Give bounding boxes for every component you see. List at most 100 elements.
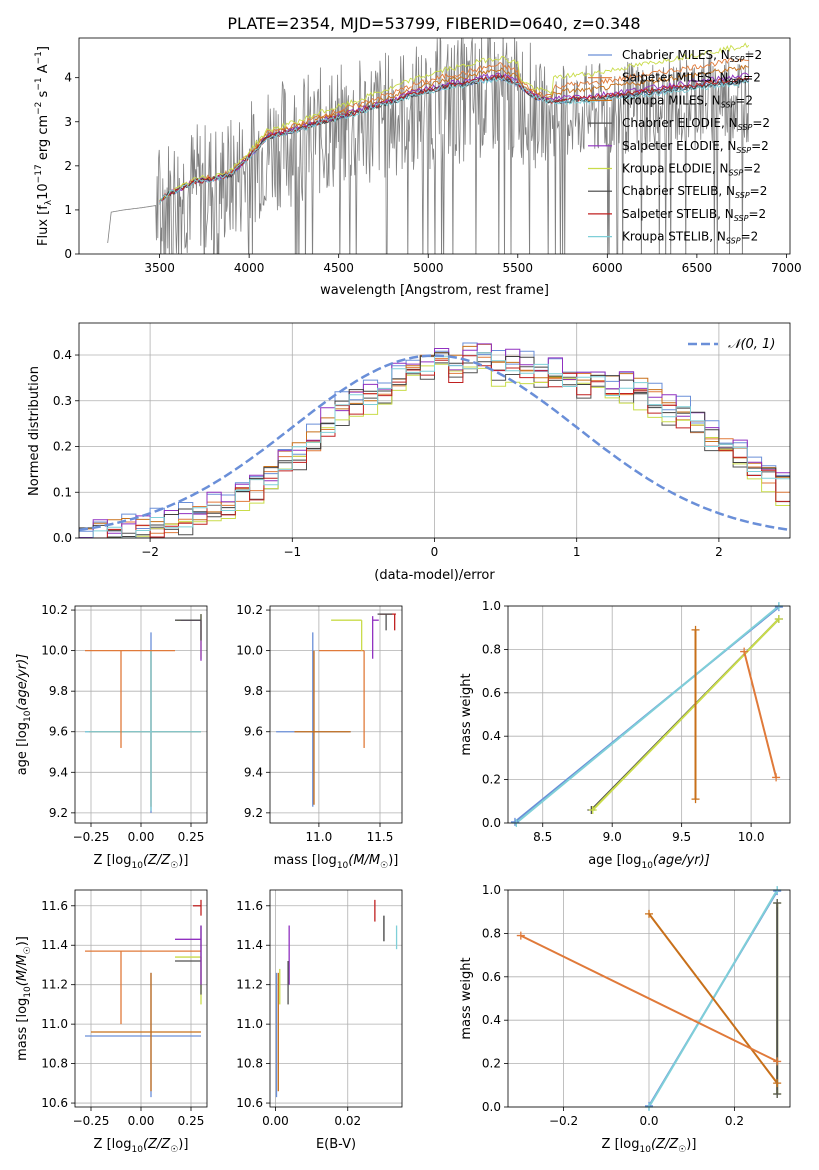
x-tick-label: 10.0 [738,830,765,844]
x-axis-label: Z [log10(Z/Z☉)] [602,1137,697,1155]
y-tick-label: 11.6 [236,899,263,913]
legend-entry: 𝒩(0, 1) [728,337,775,352]
y-tick-label: 0.0 [482,816,501,830]
y-tick-label: 9.4 [244,765,263,779]
x-axis-label: mass [log10(M/M☉)] [274,853,399,871]
y-tick-label: 9.2 [49,806,68,820]
mass-weight-marker [588,805,597,814]
y-tick-label: 11.6 [41,899,68,913]
weight-vs-age-panel: 8.5 9.0 9.5 10.0 0.0 0.2 0.4 0.6 0.8 1.0 age [log1… [459,599,791,871]
plot-area [85,614,202,813]
age-vs-mass-panel: 11.0 11.5 9.2 9.4 9.6 9.8 10.0 10.2 mass [log10(… [236,603,403,871]
y-tick-label: 0.4 [482,1013,501,1027]
x-axis-label: wavelength [Angstrom, rest frame] [320,283,549,298]
axes-frame [507,605,791,824]
x-tick-label: 0.0 [639,1114,658,1128]
x-axis-label: age [log10(age/yr)] [588,853,710,871]
spectrum-panel: 3500 4000 4500 5000 5500 6000 6500 7000 0 1 2 3 4 wav… [34,37,802,298]
y-tick-label: 0.4 [482,729,501,743]
x-tick-label: −0.25 [73,1114,110,1128]
x-tick-label: 0.02 [334,1114,361,1128]
mass-weight-marker [772,773,781,782]
legend-entry: Salpeter STELIB, NSSP=2 [622,207,766,223]
normal-distribution-line [79,354,790,532]
plot-area [85,899,202,1098]
y-tick-label: 0.2 [53,440,72,454]
x-tick-label: 3500 [144,261,175,275]
residuals-panel: −2 −1 0 1 2 0.0 0.1 0.2 0.3 0.4 (data-model)/error… [27,322,791,583]
y-tick-label: 0.4 [53,348,72,362]
y-tick-label: 10.0 [236,644,263,658]
y-tick-label: 10.6 [236,1096,263,1110]
y-tick-label: 10.8 [41,1057,68,1071]
legend-entry: Chabrier MILES, NSSP=2 [622,48,762,64]
mass-weight-marker [773,1089,782,1098]
mass-weight-marker [773,1057,782,1066]
x-tick-label: 0.25 [178,1114,205,1128]
y-tick-label: 9.6 [244,725,263,739]
y-axis-label: mass weight [459,673,474,755]
y-tick-label: 0.0 [53,531,72,545]
y-tick-label: 0.6 [482,970,501,984]
legend-entry: Kroupa MILES, NSSP=2 [622,93,753,109]
observed-spectrum-line [107,38,750,254]
mass-weight-line [591,618,780,811]
axes-frame [269,605,403,824]
weight-vs-metallicity-panel: −0.2 0.0 0.2 0.0 0.2 0.4 0.6 0.8 1.0 Z [log10(Z/Z… [459,883,791,1155]
mass-weight-marker [516,931,525,940]
mass-weight-marker [645,909,653,918]
mass-weight-marker [691,625,700,634]
y-tick-label: 0.2 [482,773,501,787]
figure-title: PLATE=2354, MJD=53799, FIBERID=0640, z=0… [227,14,640,33]
y-tick-label: 1 [64,203,72,217]
axes-frame [78,37,791,255]
y-tick-label: 0 [64,247,72,261]
model-spectrum-line [159,76,750,204]
y-tick-label: 10.6 [41,1096,68,1110]
x-tick-label: 1 [573,545,581,559]
mass-weight-line [648,913,778,1084]
x-tick-label: 6500 [682,261,713,275]
plot-area [276,613,396,807]
y-tick-label: 1.0 [482,883,501,897]
mass-weight-line [515,606,780,823]
y-tick-label: 10.8 [236,1057,263,1071]
y-tick-label: 0.8 [482,926,501,940]
x-axis-label: Z [log10(Z/Z☉)] [94,1137,189,1155]
mass-weight-line [520,934,778,1063]
x-axis-label: Z [log10(Z/Z☉)] [94,853,189,871]
plot-area [79,342,790,538]
y-tick-label: 9.2 [244,806,263,820]
x-tick-label: 7000 [771,261,802,275]
model-spectrum-line [159,42,750,201]
axes-frame [269,889,403,1108]
x-tick-label: −2 [141,545,159,559]
plot-area [514,606,780,823]
mass-vs-ebv-panel: 0.00 0.02 10.6 10.8 11.0 11.2 11.4 11.6 E(B-V) [236,889,403,1152]
y-axis-label: Normed distribution [27,366,42,496]
y-tick-label: 0.0 [482,1100,501,1114]
y-tick-label: 9.8 [244,684,263,698]
y-tick-label: 10.2 [236,603,263,617]
x-tick-label: 0.00 [128,1114,155,1128]
legend-entry: Kroupa ELODIE, NSSP=2 [622,162,761,178]
x-tick-label: 4500 [323,261,354,275]
x-tick-label: 9.0 [603,830,622,844]
model-spectrum-line [159,64,749,203]
y-tick-label: 0.6 [482,686,501,700]
x-tick-label: 5500 [503,261,534,275]
x-tick-label: −0.2 [549,1114,578,1128]
age-vs-metallicity-panel: −0.25 0.00 0.25 9.2 9.4 9.6 9.8 10.0 10.2 Z [log1… [15,603,208,871]
y-tick-label: 11.2 [41,978,68,992]
y-tick-label: 2 [64,159,72,173]
y-tick-label: 11.0 [41,1017,68,1031]
axes-frame [78,322,791,539]
y-tick-label: 11.4 [236,938,263,952]
axes-frame [74,889,208,1108]
y-tick-label: 9.4 [49,765,68,779]
mass-weight-marker [773,1079,782,1088]
y-axis-label: age [log10(age/yr)] [15,654,33,776]
x-tick-label: −1 [283,545,301,559]
x-tick-label: 5000 [413,261,444,275]
axes-frame [74,605,208,824]
